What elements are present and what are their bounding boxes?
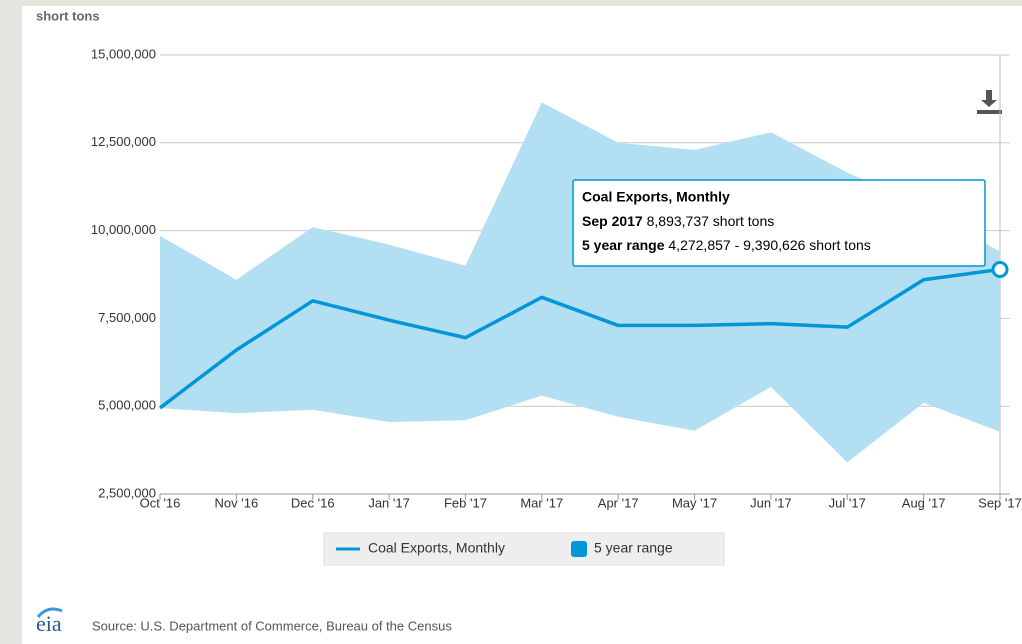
legend: Coal Exports, Monthly 5 year range xyxy=(323,532,725,566)
x-tick-label: Aug '17 xyxy=(902,495,946,510)
x-tick-label: Mar '17 xyxy=(520,495,563,510)
highlight-point xyxy=(991,260,1009,278)
y-tick-label: 7,500,000 xyxy=(98,310,156,325)
x-tick-label: Jan '17 xyxy=(368,495,410,510)
line xyxy=(158,267,1001,410)
x-tick-label: Jun '17 xyxy=(750,495,792,510)
source: Source: U.S. Department of Commerce, Bur… xyxy=(92,618,452,633)
logo-arc xyxy=(36,607,63,619)
y-tick-label: 15,000,000 xyxy=(91,46,156,61)
tooltip-value: 8,893,737 short tons xyxy=(647,213,775,229)
y-tick-label: 10,000,000 xyxy=(91,222,156,237)
x-tick-label: Sep '17 xyxy=(978,495,1022,510)
x-tick-label: Oct '16 xyxy=(140,495,181,510)
y-axis-label: short tons xyxy=(36,8,100,23)
y-tick-label: 2,500,000 xyxy=(98,485,156,500)
tooltip-title: Coal Exports, Monthly xyxy=(582,189,730,205)
x-tick-label: Feb '17 xyxy=(444,495,487,510)
x-tick-label: May '17 xyxy=(672,495,717,510)
legend-label[interactable]: 5 year range xyxy=(594,540,673,556)
tooltip: Coal Exports, Monthly Sep 2017 8,893,737… xyxy=(572,179,986,267)
tooltip-range-label: 5 year range xyxy=(582,237,665,253)
tooltip-line: 5 year range 4,272,857 - 9,390,626 short… xyxy=(582,237,871,253)
tooltip-line: Sep 2017 8,893,737 short tons xyxy=(582,213,774,229)
y-tick-label: 5,000,000 xyxy=(98,398,156,413)
tooltip-range: 4,272,857 - 9,390,626 short tons xyxy=(668,237,870,253)
legend-swatch xyxy=(571,541,587,557)
download-icon[interactable] xyxy=(977,90,1002,114)
x-tick-label: Jul '17 xyxy=(829,495,866,510)
tooltip-date: Sep 2017 xyxy=(582,213,643,229)
x-tick-label: Dec '16 xyxy=(291,495,335,510)
y-tick-label: 12,500,000 xyxy=(91,134,156,149)
legend-label[interactable]: Coal Exports, Monthly xyxy=(368,540,505,556)
x-tick-label: Nov '16 xyxy=(215,495,259,510)
x-tick-label: Apr '17 xyxy=(598,495,639,510)
